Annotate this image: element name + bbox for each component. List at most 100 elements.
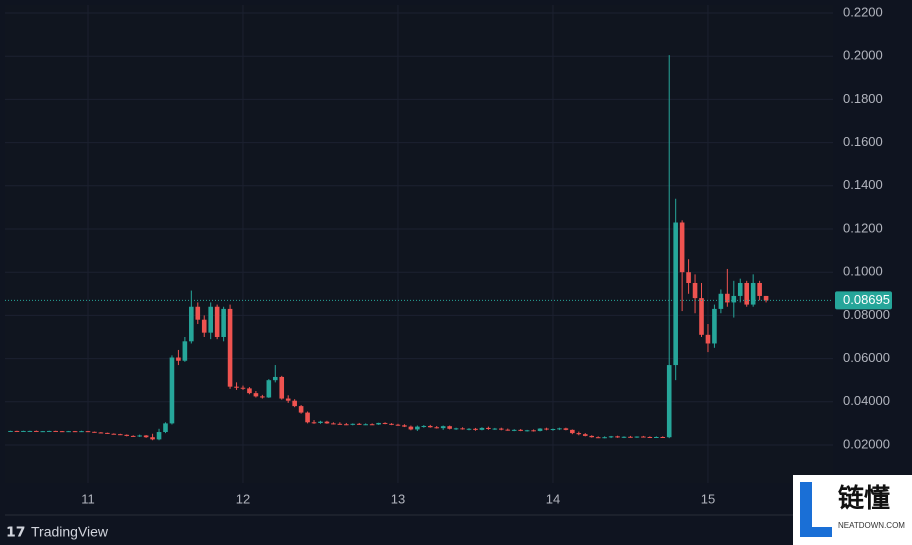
candle-body (421, 425, 427, 427)
candle-body (511, 429, 517, 431)
candle-body (712, 308, 717, 344)
x-tick-label: 11 (81, 491, 95, 506)
y-tick-label: 0.04000 (843, 393, 890, 408)
candle-body (486, 427, 491, 430)
y-tick-label: 0.02000 (843, 436, 890, 451)
candle-body (744, 282, 750, 305)
candle-body (570, 429, 575, 434)
y-tick-label: 0.2000 (843, 48, 883, 63)
candle-body (750, 282, 756, 305)
candle-body (563, 428, 569, 430)
candle-body (473, 428, 478, 430)
candle-body (46, 430, 52, 432)
candle-body (53, 430, 59, 432)
candle-body (679, 222, 685, 273)
candle-body (602, 437, 607, 439)
y-tick-label: 0.2200 (843, 4, 883, 19)
x-tick-label: 15 (701, 491, 715, 506)
candle-body (272, 376, 278, 381)
candle-body (389, 423, 394, 425)
candle-body (460, 428, 465, 430)
candle-body (641, 436, 646, 438)
candle-body (130, 435, 136, 437)
candle-body (427, 425, 433, 428)
candle-body (227, 308, 233, 387)
candle-body (628, 436, 633, 438)
candle-body (247, 388, 252, 394)
candle-body (72, 431, 78, 433)
candle-body (14, 430, 20, 432)
y-tick-label: 0.08000 (843, 307, 890, 322)
plot-area (5, 5, 833, 483)
x-tick-label: 13 (391, 491, 405, 506)
candle-body (363, 424, 368, 426)
candle-body (260, 396, 265, 398)
candle-body (660, 436, 666, 438)
candle-body (557, 428, 562, 430)
y-tick-label: 0.06000 (843, 350, 890, 365)
candle-body (311, 422, 317, 424)
candle-body (66, 431, 71, 433)
candle-body (731, 295, 737, 303)
y-tick-label: 0.1200 (843, 220, 883, 235)
candle-body (98, 432, 104, 434)
candle-body (757, 282, 762, 296)
candle-body (324, 421, 330, 424)
candle-body (589, 435, 595, 438)
candle-body (479, 427, 485, 430)
candle-body (21, 430, 26, 432)
candle-body (182, 341, 188, 361)
candle-body (395, 424, 401, 426)
candle-body (582, 434, 588, 436)
watermark-logo (800, 482, 832, 537)
candle-body (137, 435, 142, 437)
candle-body (318, 421, 323, 423)
candle-body (440, 426, 446, 429)
candle-body (595, 437, 601, 439)
candle-body (221, 308, 226, 337)
candle-body (576, 433, 582, 435)
candle-body (705, 334, 711, 344)
candle-body (189, 306, 194, 342)
candle-body (298, 406, 304, 413)
candle-body (169, 357, 175, 424)
candle-body (402, 425, 407, 427)
candle-body (8, 430, 13, 432)
candle-body (531, 430, 536, 432)
candle-body (725, 293, 730, 303)
candle-body (344, 424, 349, 426)
candle-body (59, 431, 65, 433)
candle-body (492, 428, 498, 430)
candle-body (686, 272, 691, 283)
candle-body (408, 426, 414, 430)
candle-body (434, 427, 440, 429)
watermark: 链懂 NEATDOWN.COM (793, 475, 912, 545)
candle-body (111, 433, 117, 435)
candle-body (201, 319, 207, 333)
y-tick-label: 0.1400 (843, 177, 883, 192)
candle-body (79, 431, 84, 433)
candle-body (156, 432, 162, 440)
candle-body (195, 306, 201, 320)
candle-body (447, 426, 452, 429)
y-tick-label: 0.1600 (843, 134, 883, 149)
candle-body (699, 298, 704, 335)
candle-body (285, 398, 291, 401)
candle-body (369, 424, 375, 426)
candle-body (647, 436, 653, 438)
x-tick-label: 14 (546, 491, 560, 506)
candle-body (337, 423, 343, 425)
candle-body (143, 435, 149, 438)
candle-body (718, 293, 724, 309)
brand-name: TradingView (31, 524, 109, 540)
candle-body (150, 437, 155, 440)
last-price-label: 0.08695 (843, 292, 890, 307)
candle-body (117, 434, 123, 436)
candle-body (544, 428, 549, 430)
candle-body (85, 431, 91, 433)
candle-body (499, 428, 504, 430)
candle-body (163, 423, 168, 433)
candle-body (763, 295, 769, 301)
candle-body (27, 430, 33, 432)
watermark-subtitle: NEATDOWN.COM (838, 521, 905, 530)
